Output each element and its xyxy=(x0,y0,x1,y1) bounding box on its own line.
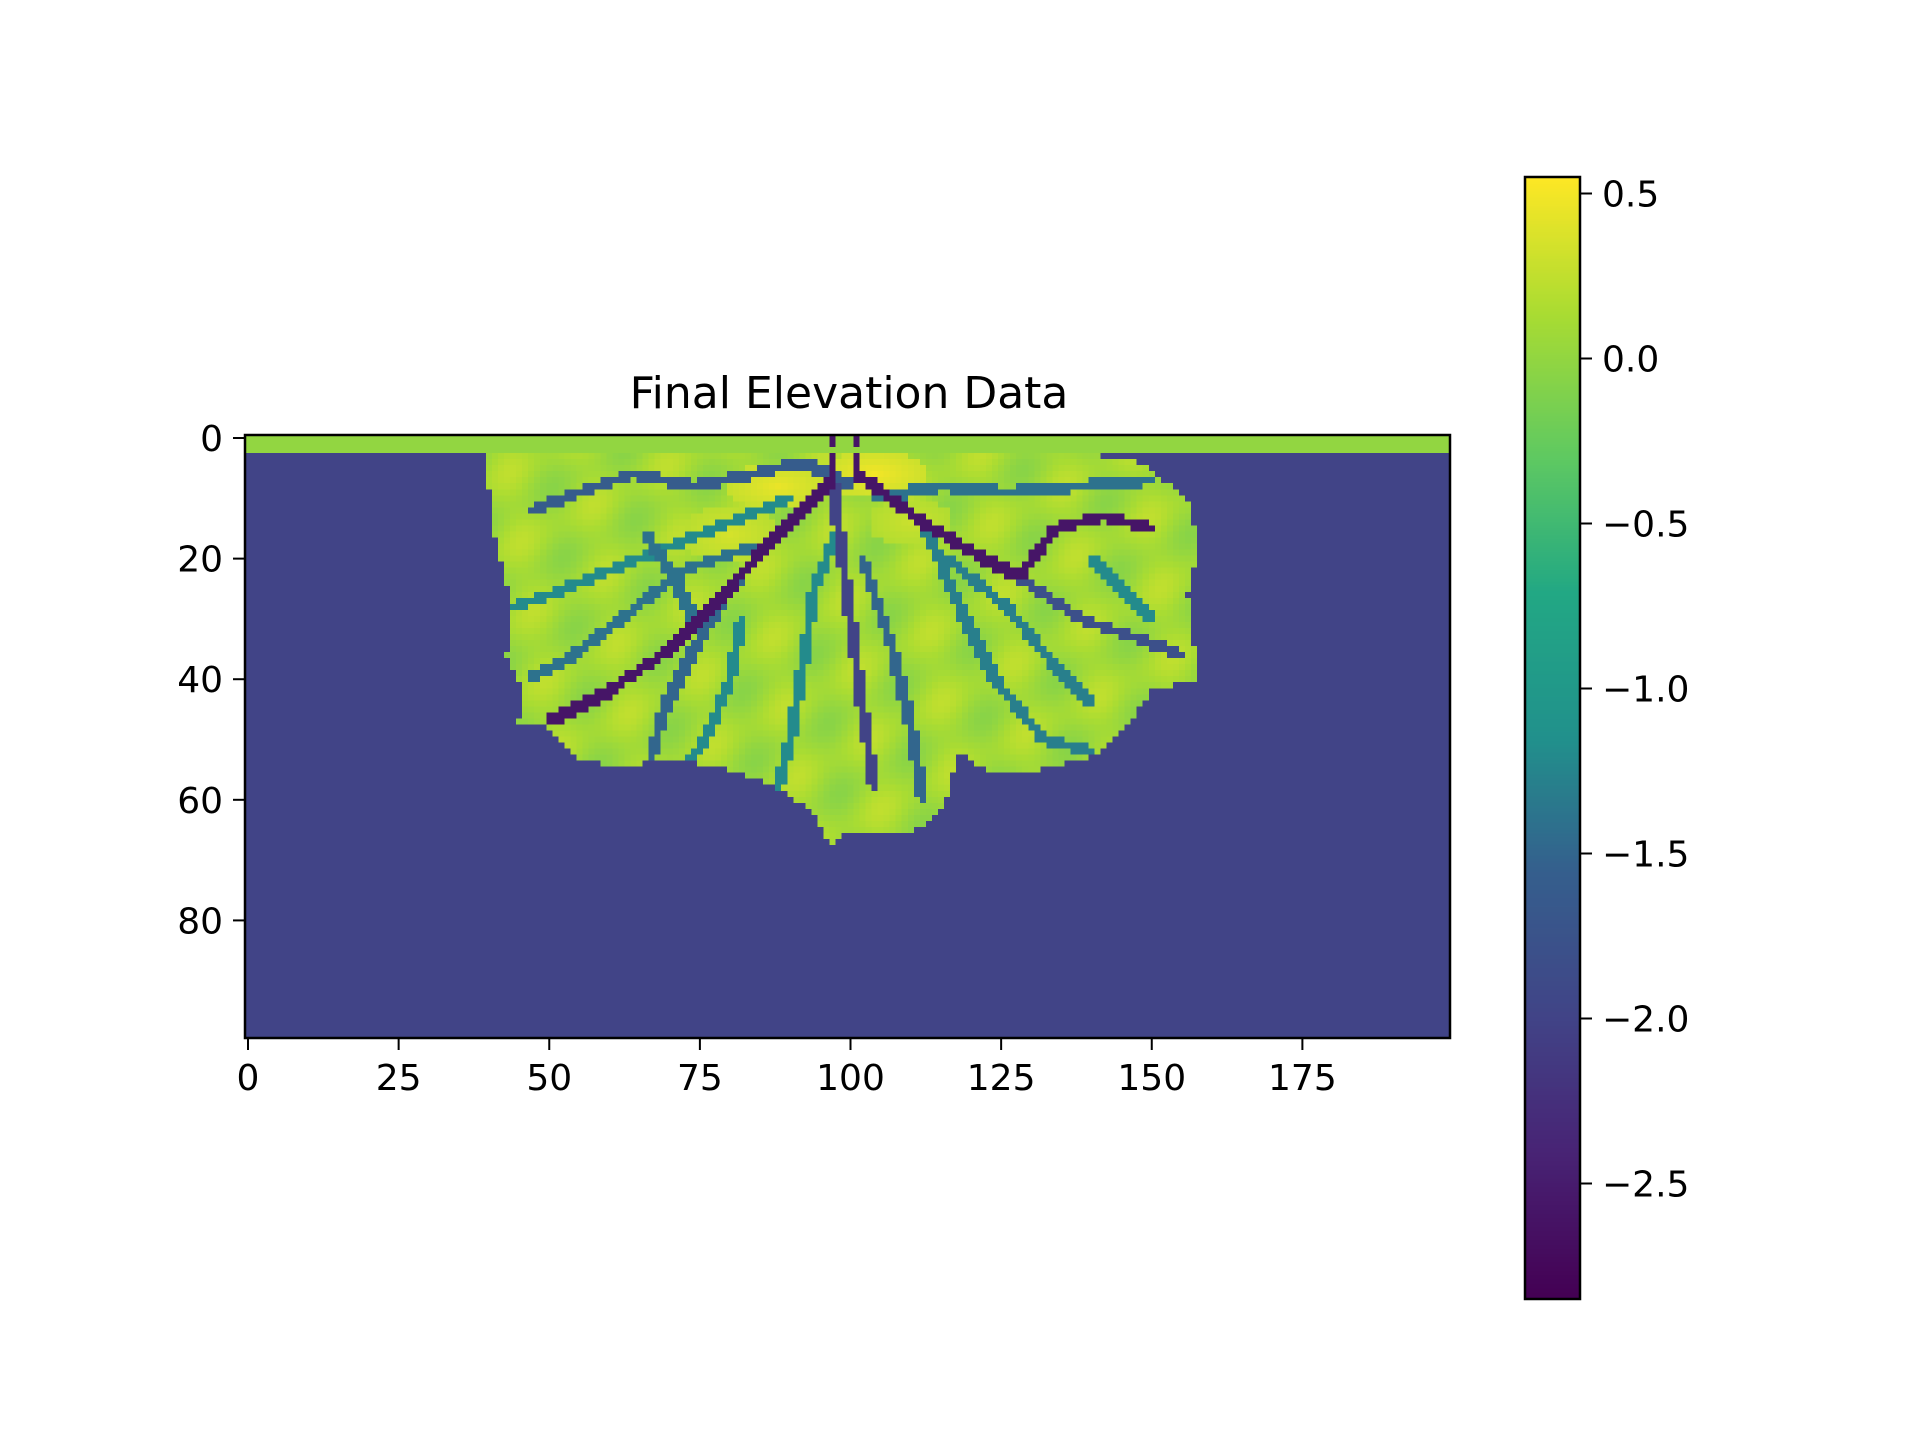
heatmap-plot xyxy=(243,433,1452,1040)
x-axis: 0 25 50 75 100 125 150 175 xyxy=(237,1038,1337,1099)
plot-frame xyxy=(243,433,1452,1040)
y-tick-label: 20 xyxy=(177,540,223,581)
x-tick-label: 100 xyxy=(816,1058,885,1099)
colorbar-tick-label: −2.5 xyxy=(1602,1165,1689,1206)
colorbar-frame xyxy=(1523,175,1582,1301)
x-tick-label: 150 xyxy=(1117,1058,1186,1099)
y-tick-label: 60 xyxy=(177,781,223,822)
y-tick-label: 40 xyxy=(177,660,223,701)
y-axis: 0 20 40 60 80 xyxy=(177,419,245,942)
y-tick-label: 80 xyxy=(177,901,223,942)
x-tick-label: 0 xyxy=(237,1058,260,1099)
colorbar-tick-label: 0.0 xyxy=(1602,340,1659,381)
x-tick-label: 25 xyxy=(376,1058,422,1099)
x-tick-label: 175 xyxy=(1268,1058,1337,1099)
elevation-heatmap xyxy=(245,435,1450,1038)
colorbar-tick-label: 0.5 xyxy=(1602,175,1659,216)
x-tick-label: 75 xyxy=(677,1058,723,1099)
x-tick-label: 50 xyxy=(526,1058,572,1099)
colorbar xyxy=(1523,175,1582,1301)
colorbar-tick-label: −0.5 xyxy=(1602,505,1689,546)
colorbar-gradient xyxy=(1525,177,1580,1299)
colorbar-tick-label: −2.0 xyxy=(1602,1000,1689,1041)
colorbar-axis: 0.5 0.0 −0.5 −1.0 −1.5 −2.0 −2.5 xyxy=(1580,175,1689,1206)
x-tick-label: 125 xyxy=(967,1058,1036,1099)
y-tick-label: 0 xyxy=(200,419,223,460)
chart-title: Final Elevation Data xyxy=(630,368,1069,419)
colorbar-tick-label: −1.0 xyxy=(1602,670,1689,711)
colorbar-tick-label: −1.5 xyxy=(1602,835,1689,876)
